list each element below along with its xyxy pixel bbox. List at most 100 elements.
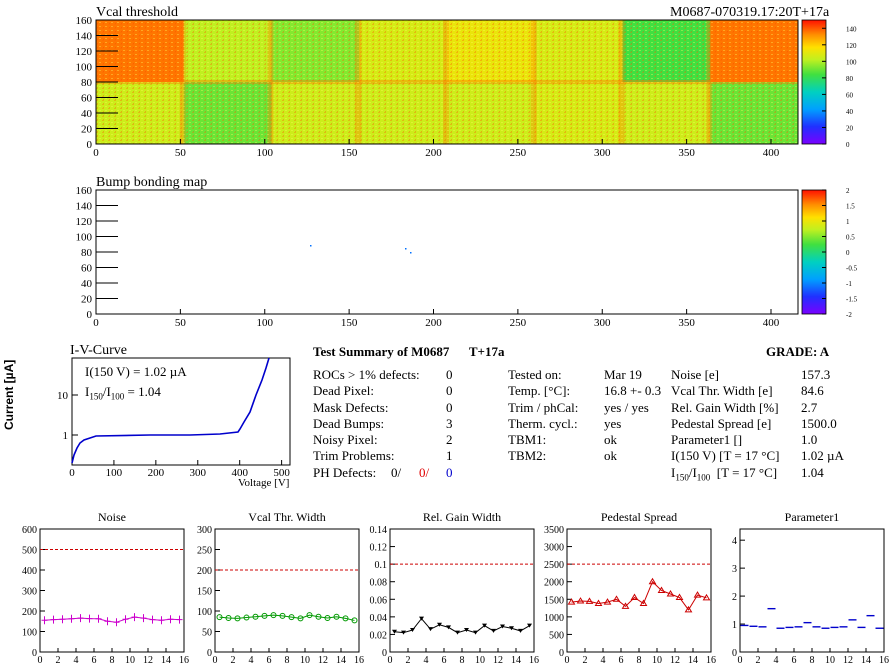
- label: Dead Pixel:: [313, 383, 375, 399]
- label: Dead Bumps:: [313, 415, 385, 431]
- label-i: I: [671, 464, 676, 480]
- roc-x-tick-label: 0: [388, 655, 393, 666]
- roc-y-tick-label: 0: [732, 648, 737, 659]
- roc-y-tick-label: 0: [32, 648, 37, 659]
- value: 1.0: [801, 432, 818, 448]
- x-tick-label: 150: [341, 147, 358, 159]
- series-line: [44, 616, 180, 623]
- roc-x-tick-label: 12: [143, 655, 153, 666]
- data-point: [77, 614, 84, 623]
- iv-x-tick-label: 100: [106, 467, 123, 479]
- roc-x-tick-label: 6: [267, 655, 272, 666]
- data-point: [639, 599, 648, 607]
- roc-chart-frame: [566, 528, 712, 653]
- iv-annotation-ratio: I150/I100 = 1.04: [85, 384, 161, 402]
- roc-x-tick-label: 6: [792, 655, 797, 666]
- ph-label: PH Defects:: [313, 464, 377, 480]
- roc-y-tick-label: 2500: [544, 560, 564, 571]
- summary-row: ROCs > 1% defects: 0: [313, 367, 463, 383]
- y-tick-label: 40: [81, 108, 93, 120]
- summary-row: Mask Defects: 0: [313, 400, 463, 416]
- roc-y-tick-label: 2: [732, 592, 737, 603]
- y-tick-label: 100: [76, 232, 93, 244]
- label-sub-100: 100: [696, 472, 711, 483]
- roc-x-tick-label: 14: [161, 655, 171, 666]
- ph-value-1: 0/: [391, 464, 402, 480]
- roc-x-tick-label: 6: [92, 655, 97, 666]
- data-point: [567, 598, 576, 605]
- value: 157.3: [801, 367, 831, 382]
- iv-curve-line: [71, 357, 270, 464]
- roc-x-tick-label: 14: [688, 655, 698, 666]
- roc-y-tick-label: 0.14: [370, 525, 388, 536]
- roc-y-tick-label: 1500: [544, 595, 564, 606]
- data-point: [410, 628, 415, 633]
- value: 84.6: [801, 383, 824, 399]
- x-tick-label: 350: [678, 147, 695, 159]
- roc-x-tick-label: 10: [300, 655, 310, 666]
- roc-x-tick-label: 14: [511, 655, 521, 666]
- roc-x-tick-label: 0: [738, 655, 743, 666]
- y-tick-label: 120: [76, 216, 93, 228]
- x-tick-label: 200: [425, 317, 442, 329]
- iv-x-tick-label: 200: [148, 467, 165, 479]
- roc-x-tick-label: 8: [460, 655, 465, 666]
- data-point: [95, 614, 102, 623]
- data-point: [288, 614, 295, 621]
- value: yes: [604, 415, 622, 431]
- data-point: [234, 615, 241, 622]
- data-point: [342, 615, 349, 622]
- summary-row: Tested on: Mar 19: [508, 367, 668, 383]
- summary-row: TBM1: ok: [508, 432, 668, 448]
- data-point: [243, 614, 250, 621]
- x-tick-label: 400: [763, 317, 780, 329]
- roc-chart-frame: [214, 528, 360, 653]
- roc-y-tick-label: 0: [382, 648, 387, 659]
- bump-axes: 0 50 100 150 200 250 300 350 4000204060801001201…: [76, 185, 780, 329]
- label-temp: [T = 17 °C]: [710, 464, 778, 480]
- value: 2.7: [801, 399, 818, 415]
- data-point: [428, 627, 433, 632]
- roc-y-tick-label: 200: [22, 607, 37, 618]
- data-point: [41, 616, 48, 625]
- data-point: [279, 612, 286, 619]
- label: TBM2:: [508, 448, 547, 464]
- roc-x-tick-label: 8: [810, 655, 815, 666]
- data-point: [86, 614, 93, 623]
- roc-x-tick-label: 8: [285, 655, 290, 666]
- summary-tag: T+17a: [468, 344, 505, 359]
- summary-row: Dead Pixel: 0: [313, 383, 463, 399]
- data-point: [455, 630, 460, 635]
- vcal-title: Vcal threshold: [96, 5, 179, 20]
- label: Trim Problems:: [313, 448, 395, 464]
- data-point: [648, 577, 657, 585]
- bump-map-frame: [95, 189, 799, 315]
- roc-y-tick-label: 0.1: [375, 560, 388, 571]
- label: Pedestal Spread [e]: [671, 415, 772, 431]
- roc-chart-title: Pedestal Spread: [601, 510, 677, 524]
- roc-x-tick-label: 2: [756, 655, 761, 666]
- roc-chart-title: Vcal Thr. Width: [248, 510, 325, 524]
- palette-tick-label: -1.5: [846, 296, 858, 304]
- ratio-sub-100: 100: [110, 391, 125, 402]
- x-tick-label: 0: [93, 317, 99, 329]
- roc-x-tick-label: 4: [424, 655, 429, 666]
- iv-title: I-V-Curve: [70, 343, 128, 358]
- label: TBM1:: [508, 432, 547, 448]
- label: I(150 V) [T = 17 °C]: [671, 448, 780, 464]
- y-tick-label: 40: [81, 278, 93, 290]
- data-point: [216, 614, 223, 621]
- label: Temp. [°C]:: [508, 383, 571, 399]
- roc-x-tick-label: 4: [601, 655, 606, 666]
- roc-x-tick-label: 4: [774, 655, 779, 666]
- roc-y-tick-label: 3500: [544, 525, 564, 536]
- label: ROCs > 1% defects:: [313, 367, 420, 382]
- roc-y-tick-label: 4: [732, 536, 737, 547]
- data-point: [446, 625, 451, 630]
- value: 0: [446, 367, 453, 382]
- roc-x-tick-label: 12: [318, 655, 328, 666]
- summary-col3: Noise [e] 157.3 Vcal Thr. Width [e] 84.6 R…: [671, 367, 891, 483]
- summary-row: Noise [e] 157.3: [671, 367, 891, 383]
